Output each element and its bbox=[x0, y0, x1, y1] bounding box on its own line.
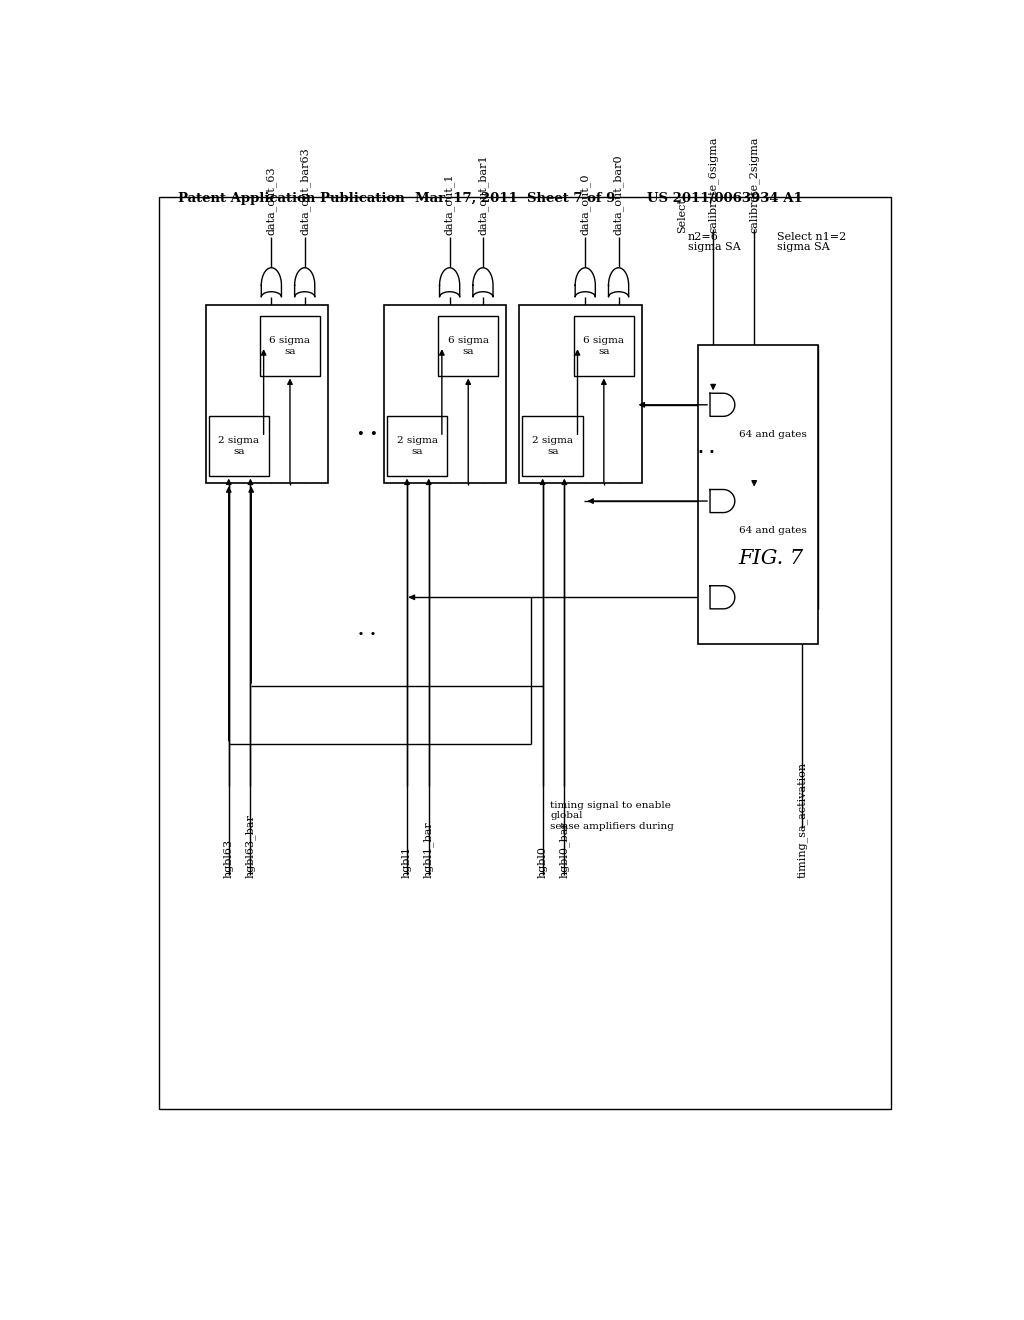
Text: data_out_63: data_out_63 bbox=[266, 166, 276, 235]
Text: Select: Select bbox=[677, 198, 687, 234]
Text: timing_sa_activation: timing_sa_activation bbox=[797, 762, 808, 878]
Bar bbox=[209, 416, 269, 475]
Bar bbox=[387, 416, 447, 475]
Bar bbox=[697, 345, 818, 644]
Text: ·: · bbox=[696, 441, 703, 466]
Text: 2 sigma: 2 sigma bbox=[396, 436, 437, 445]
Text: hgbl63_bar: hgbl63_bar bbox=[245, 814, 256, 878]
Bar bbox=[522, 416, 583, 475]
Bar bbox=[206, 305, 328, 483]
Text: data_out_0: data_out_0 bbox=[580, 174, 591, 235]
Text: sa: sa bbox=[412, 447, 423, 455]
Text: data_out_bar1: data_out_bar1 bbox=[477, 154, 488, 235]
Text: sa: sa bbox=[547, 447, 558, 455]
Text: calibrate_2sigma: calibrate_2sigma bbox=[749, 136, 760, 234]
Text: sa: sa bbox=[463, 347, 474, 356]
Text: calibrate_6sigma: calibrate_6sigma bbox=[708, 136, 719, 234]
Text: 6 sigma: 6 sigma bbox=[269, 337, 310, 345]
Text: data_out_bar63: data_out_bar63 bbox=[299, 148, 310, 235]
Text: data_out_bar0: data_out_bar0 bbox=[613, 154, 624, 235]
Text: 6 sigma: 6 sigma bbox=[447, 337, 488, 345]
Text: sa: sa bbox=[285, 347, 296, 356]
Text: 64 and gates: 64 and gates bbox=[738, 429, 807, 438]
Bar bbox=[159, 197, 891, 1109]
Text: 2 sigma: 2 sigma bbox=[532, 436, 573, 445]
Text: sa: sa bbox=[598, 347, 609, 356]
Text: ·: · bbox=[708, 441, 716, 466]
Text: sa: sa bbox=[233, 447, 245, 455]
Polygon shape bbox=[439, 268, 460, 297]
Text: ·: · bbox=[369, 624, 377, 647]
Text: hgbl0: hgbl0 bbox=[538, 846, 548, 878]
Text: hgbl1: hgbl1 bbox=[402, 846, 412, 878]
Text: timing signal to enable: timing signal to enable bbox=[550, 801, 672, 809]
Text: sigma SA: sigma SA bbox=[777, 242, 830, 252]
Polygon shape bbox=[710, 490, 735, 512]
Text: US 2011/0063934 A1: US 2011/0063934 A1 bbox=[647, 191, 803, 205]
Bar bbox=[384, 305, 506, 483]
Text: ·: · bbox=[355, 420, 366, 451]
Text: sense amplifiers during: sense amplifiers during bbox=[550, 822, 674, 832]
Polygon shape bbox=[710, 586, 735, 609]
Text: Select n1=2: Select n1=2 bbox=[777, 232, 847, 242]
Text: 2 sigma: 2 sigma bbox=[218, 436, 259, 445]
Text: data_out_1: data_out_1 bbox=[444, 174, 455, 235]
Bar bbox=[519, 305, 642, 483]
Text: global: global bbox=[550, 812, 583, 821]
Text: hgbl1_bar: hgbl1_bar bbox=[423, 821, 434, 878]
Bar bbox=[573, 317, 634, 376]
Text: 64 and gates: 64 and gates bbox=[738, 525, 807, 535]
Polygon shape bbox=[608, 268, 629, 297]
Text: Mar. 17, 2011  Sheet 7 of 9: Mar. 17, 2011 Sheet 7 of 9 bbox=[415, 191, 615, 205]
Text: ·: · bbox=[368, 420, 378, 451]
Bar bbox=[438, 317, 499, 376]
Polygon shape bbox=[473, 268, 493, 297]
Polygon shape bbox=[261, 268, 282, 297]
Polygon shape bbox=[295, 268, 314, 297]
Text: ·: · bbox=[356, 624, 365, 647]
Text: Patent Application Publication: Patent Application Publication bbox=[178, 191, 406, 205]
Text: FIG. 7: FIG. 7 bbox=[738, 549, 804, 569]
Bar bbox=[260, 317, 321, 376]
Polygon shape bbox=[575, 268, 595, 297]
Text: sigma SA: sigma SA bbox=[687, 242, 740, 252]
Text: hgbl63: hgbl63 bbox=[224, 840, 233, 878]
Text: 6 sigma: 6 sigma bbox=[584, 337, 625, 345]
Text: n2=6: n2=6 bbox=[687, 232, 719, 242]
Text: hgbl0_bar: hgbl0_bar bbox=[559, 821, 569, 878]
Polygon shape bbox=[710, 393, 735, 416]
